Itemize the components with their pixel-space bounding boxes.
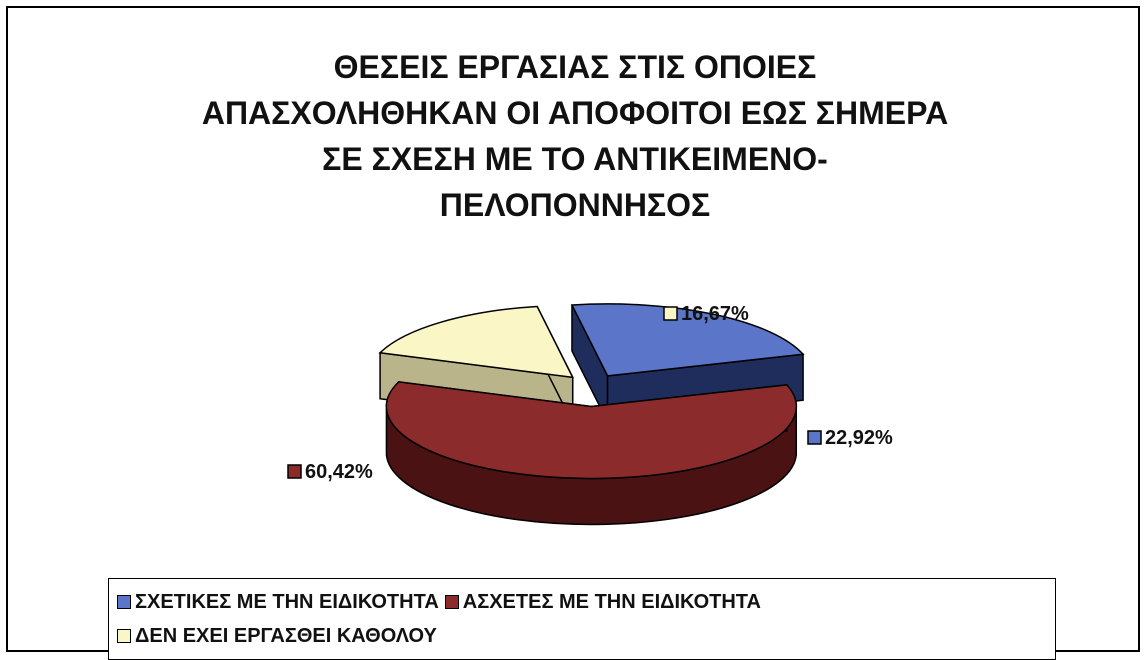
- legend-swatch-icon: [444, 595, 459, 609]
- chart-frame: ΘΕΣΕΙΣ ΕΡΓΑΣΙΑΣ ΣΤΙΣ ΟΠΟΙΕΣ ΑΠΑΣΧΟΛΗΘΗΚΑ…: [6, 6, 1140, 660]
- data-label: 16,67%: [681, 303, 749, 325]
- data-label: 60,42%: [305, 461, 373, 483]
- slice-top: [385, 381, 798, 480]
- data-label-swatch-icon: [663, 306, 678, 321]
- chart-title: ΘΕΣΕΙΣ ΕΡΓΑΣΙΑΣ ΣΤΙΣ ΟΠΟΙΕΣ ΑΠΑΣΧΟΛΗΘΗΚΑ…: [201, 49, 949, 223]
- data-label-swatch-icon: [807, 430, 822, 445]
- slice-top: [570, 303, 805, 377]
- legend-item: ΑΣΧΕΤΕΣ ΜΕ ΤΗΝ ΕΙΔΙΚΟΤΗΤΑ: [444, 590, 761, 614]
- data-label-group: 16,67%: [663, 303, 749, 325]
- legend-label: ΑΣΧΕΤΕΣ ΜΕ ΤΗΝ ΕΙΔΙΚΟΤΗΤΑ: [462, 590, 761, 613]
- data-label-swatch-icon: [287, 464, 302, 479]
- legend: ΣΧΕΤΙΚΕΣ ΜΕ ΤΗΝ ΕΙΔΙΚΟΤΗΤΑ ΑΣΧΕΤΕΣ ΜΕ ΤΗ…: [108, 578, 1056, 660]
- pie-slice: [385, 381, 798, 526]
- data-label-group: 22,92%: [807, 427, 893, 449]
- legend-label: ΣΧΕΤΙΚΕΣ ΜΕ ΤΗΝ ΕΙΔΙΚΟΤΗΤΑ: [135, 590, 439, 613]
- legend-swatch-icon: [117, 629, 131, 643]
- legend-label: ΔΕΝ ΕΧΕΙ ΕΡΓΑΣΘΕΙ ΚΑΘΟΛΟΥ: [135, 624, 437, 647]
- legend-swatch-icon: [117, 595, 131, 609]
- data-label-group: 60,42%: [287, 461, 373, 483]
- legend-row-1: ΣΧΕΤΙΚΕΣ ΜΕ ΤΗΝ ΕΙΔΙΚΟΤΗΤΑ ΑΣΧΕΤΕΣ ΜΕ ΤΗ…: [117, 585, 1047, 619]
- legend-item: ΣΧΕΤΙΚΕΣ ΜΕ ΤΗΝ ΕΙΔΙΚΟΤΗΤΑ: [117, 591, 439, 614]
- slice-top: [378, 305, 575, 379]
- legend-item: ΔΕΝ ΕΧΕΙ ΕΡΓΑΣΘΕΙ ΚΑΘΟΛΟΥ: [117, 625, 437, 648]
- pie-chart: 22,92% 60,42% 16,67%: [287, 303, 893, 526]
- legend-row-2: ΔΕΝ ΕΧΕΙ ΕΡΓΑΣΘΕΙ ΚΑΘΟΛΟΥ: [117, 619, 1047, 653]
- data-label: 22,92%: [825, 427, 893, 449]
